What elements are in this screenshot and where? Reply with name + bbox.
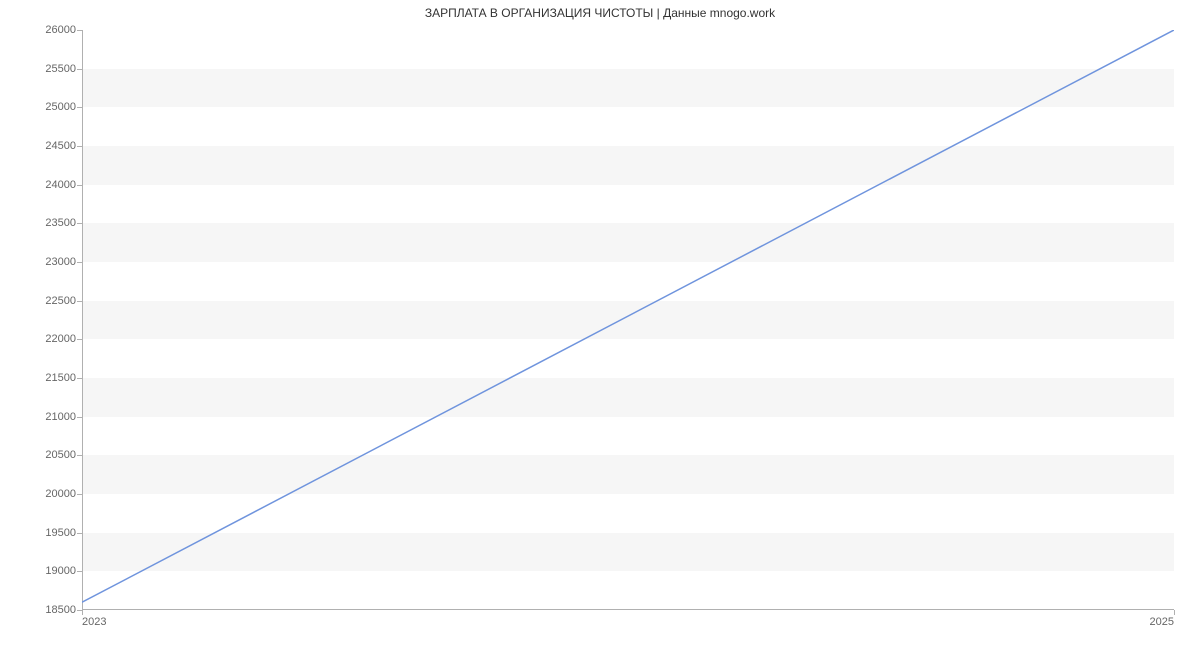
data-line <box>82 30 1174 602</box>
line-series <box>82 30 1174 610</box>
x-tick-mark <box>1174 610 1175 615</box>
chart-title: ЗАРПЛАТА В ОРГАНИЗАЦИЯ ЧИСТОТЫ | Данные … <box>0 6 1200 20</box>
salary-line-chart: ЗАРПЛАТА В ОРГАНИЗАЦИЯ ЧИСТОТЫ | Данные … <box>0 0 1200 650</box>
x-tick-label: 2025 <box>1150 616 1174 628</box>
x-tick-label: 2023 <box>82 616 106 628</box>
plot-area: 1850019000195002000020500210002150022000… <box>82 30 1174 610</box>
x-tick-mark <box>82 610 83 615</box>
